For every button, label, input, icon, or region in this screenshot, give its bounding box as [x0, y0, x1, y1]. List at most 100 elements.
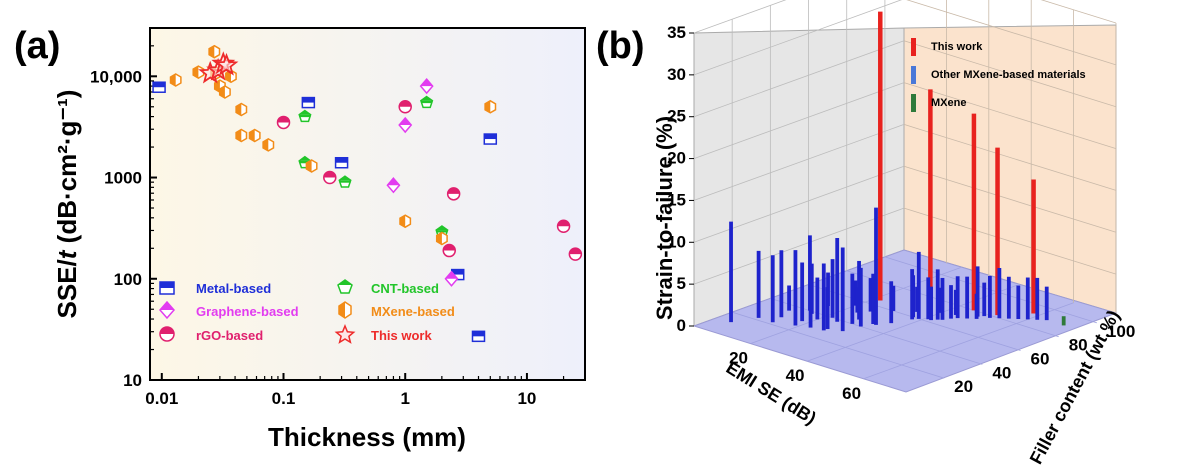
wall-grid-line	[693, 0, 903, 76]
point-mxene-based	[235, 102, 248, 117]
legend-label-other-mxene: Other MXene-based materials	[931, 69, 1086, 81]
point-mxene-based	[484, 99, 497, 114]
point-metal-based	[152, 81, 166, 93]
point-cnt-based	[298, 109, 312, 123]
z-tick-label: 25	[667, 107, 686, 126]
wall-grid-line	[903, 207, 1117, 275]
legend-item-metal-based: Metal-based	[159, 281, 271, 296]
wall-grid-line	[903, 40, 1117, 108]
y-tick-label: 80	[1069, 336, 1088, 355]
point-mxene-based	[169, 73, 182, 87]
point-rgo-based	[556, 219, 571, 234]
x-tick-label: 20	[729, 349, 748, 368]
legend-swatch-other-mxene	[911, 66, 916, 84]
panel-b-z-axis-label: Strain-to-failure (%)	[652, 116, 677, 320]
point-mxene-based	[192, 65, 205, 79]
legend-marker-fill-cnt-based	[338, 280, 352, 285]
panel-b-x-axis-label: EMI SE (dB)	[723, 357, 820, 428]
z-tick-label: 0	[677, 316, 686, 335]
y-tick-label: 100	[1107, 322, 1135, 341]
x-tick-label: 0.1	[272, 389, 296, 408]
wall-grid-line	[693, 124, 905, 201]
panel-a-legend: Metal-based Graphene-based rGO-based CNT…	[159, 279, 455, 344]
wall-grid-line	[906, 0, 1117, 66]
x-tick-label: 10	[517, 389, 536, 408]
point-rgo-based	[276, 115, 291, 130]
point-graphene-based	[444, 270, 459, 287]
legend-swatch-mxene	[911, 94, 916, 112]
legend-swatch-this-work-b	[911, 38, 916, 56]
point-graphene-based	[386, 177, 401, 194]
floor-grid-line	[732, 311, 945, 379]
wall-grid-line	[693, 165, 905, 243]
y-tick-label: 1000	[104, 169, 142, 188]
point-mxene-based	[235, 128, 248, 143]
legend-label-this-work-a: This work	[371, 328, 432, 343]
legend-label-mxene: MXene	[931, 97, 966, 109]
floor-grid-line	[806, 284, 1018, 362]
legend-label-rgo-based: rGO-based	[196, 328, 263, 343]
point-mxene-based	[208, 44, 221, 59]
x-tick-label: 1	[400, 389, 409, 408]
legend-item-mxene: MXene	[911, 94, 966, 112]
point-rgo-based	[323, 170, 337, 185]
z-tick-label: 20	[667, 149, 686, 168]
point-mxene-based	[305, 159, 318, 173]
point-metal-based	[483, 133, 498, 145]
y-tick-label: 20	[954, 377, 973, 396]
point-cnt-based	[420, 95, 434, 109]
point-rgo-based	[446, 187, 461, 201]
legend-label-this-work-b: This work	[931, 41, 983, 53]
legend-label-cnt-based: CNT-based	[371, 281, 439, 296]
point-mxene-based	[225, 69, 237, 84]
wall-grid-line	[693, 40, 905, 118]
wall-grid-line	[903, 165, 1117, 233]
floor-grid-line	[770, 297, 983, 365]
point-graphene-based	[398, 116, 413, 134]
panel-a-label: (a)	[14, 25, 60, 67]
legend-item-mxene-based: MXene-based	[338, 301, 455, 319]
x-tick-label: 60	[842, 384, 861, 403]
y-tick-label: 100	[114, 270, 142, 289]
wall-grid-line	[903, 124, 1117, 191]
wall-grid-line	[903, 82, 1117, 149]
legend-marker-fill-mxene-based	[339, 302, 345, 318]
legend-item-this-work-b: This work	[911, 38, 983, 56]
point-this-work	[214, 52, 239, 76]
wall-grid-line	[1040, 0, 1117, 24]
legend-item-this-work-a: This work	[334, 324, 432, 344]
y-tick-label: 10,000	[90, 67, 142, 86]
y-tick-label: 40	[992, 363, 1011, 382]
legend-label-mxene-based: MXene-based	[371, 304, 455, 319]
z-tick-label: 15	[667, 190, 686, 209]
legend-marker-this-work-a	[334, 324, 356, 344]
point-rgo-based	[442, 243, 456, 258]
panel-a-chart: (a) 0.01 0.1 1 10 10 100 1000 10,000 SSE/t (dB·…	[14, 25, 586, 452]
panel-a-x-axis-label: Thickness (mm)	[268, 422, 466, 452]
point-mxene-based	[435, 231, 448, 246]
point-rgo-based	[398, 100, 412, 114]
legend-item-cnt-based: CNT-based	[337, 279, 439, 296]
legend-marker-fill-metal-based	[160, 282, 174, 288]
legend-marker-fill-graphene-based	[160, 302, 174, 310]
wall-grid-line	[693, 207, 905, 285]
point-mxene-based	[262, 138, 275, 152]
panel-b-legend: This work Other MXene-based materials MX…	[911, 38, 1086, 112]
legend-label-graphene-based: Graphene-based	[196, 304, 299, 319]
legend-marker-fill-rgo-based	[160, 327, 174, 334]
legend-item-rgo-based: rGO-based	[159, 326, 263, 343]
legend-label-metal-based: Metal-based	[196, 281, 271, 296]
z-tick-label: 35	[667, 23, 686, 42]
point-metal-based	[301, 96, 316, 109]
point-cnt-based	[338, 175, 352, 188]
point-rgo-based	[568, 247, 583, 261]
z-tick-label: 5	[677, 274, 686, 293]
point-mxene-based	[399, 214, 412, 229]
z-tick-label: 10	[667, 232, 686, 251]
point-graphene-based	[419, 77, 434, 95]
panel-b-label: (b)	[596, 25, 645, 67]
x-tick-label: 40	[786, 366, 805, 385]
point-mxene-based	[218, 85, 231, 99]
point-mxene-based	[248, 128, 261, 143]
